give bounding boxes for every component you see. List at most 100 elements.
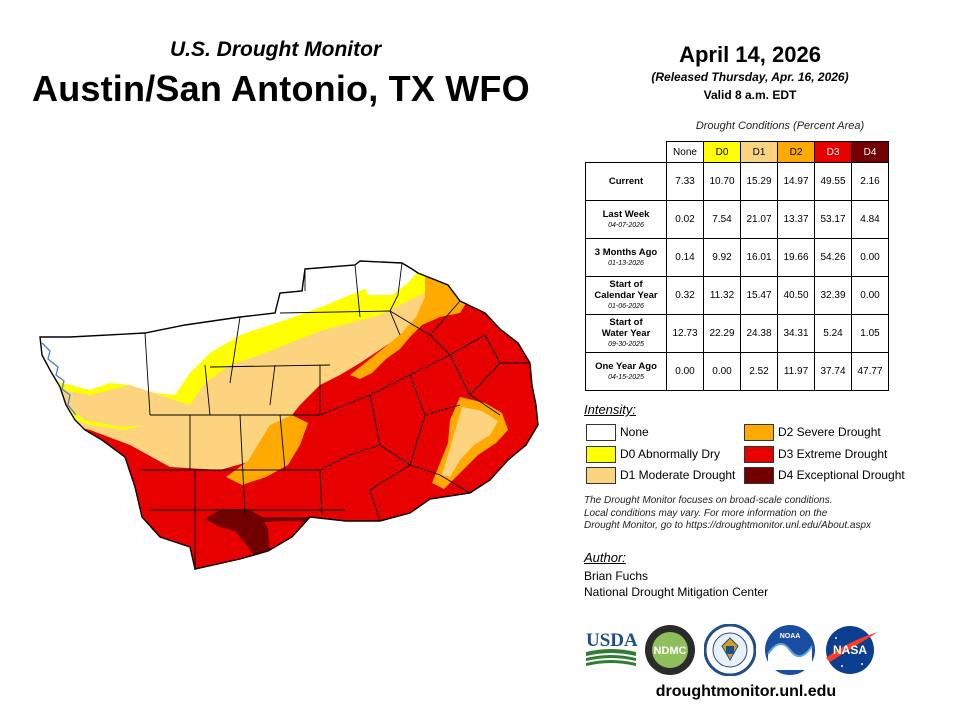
table-cell: 47.77 <box>851 352 889 391</box>
legend-swatch-d2 <box>744 424 774 441</box>
table-cell: 16.01 <box>740 238 778 277</box>
disclaimer-line-3: Drought Monitor, go to https://droughtmo… <box>584 520 872 531</box>
table-cell: 12.73 <box>666 314 704 353</box>
map-d1-patch-east <box>442 407 498 477</box>
table-row: 3 Months Ago 01-13-2026 0.14 9.92 16.01 19.66… <box>585 238 889 277</box>
row-label-text-2: Water Year <box>601 328 651 339</box>
table-cell: 21.07 <box>740 200 778 239</box>
table-cell: 0.14 <box>666 238 704 277</box>
table-cell: 54.26 <box>814 238 852 277</box>
table-cell: 2.16 <box>851 162 889 201</box>
legend-swatch-d3 <box>744 446 774 463</box>
ndmc-logo-text: NDMC <box>654 645 687 657</box>
legend-label-d4: D4 Exceptional Drought <box>778 468 905 482</box>
table-cell: 13.37 <box>777 200 815 239</box>
table-cell: 24.38 <box>740 314 778 353</box>
table-row: Last Week 04-07-2026 0.02 7.54 21.07 13.37 53.… <box>585 200 889 239</box>
col-none: None <box>666 141 704 163</box>
map-d2-band-west <box>226 415 308 485</box>
river-line <box>41 342 77 416</box>
row-label: Start of Calendar Year 01-06-2026 <box>585 276 667 315</box>
table-cell: 49.55 <box>814 162 852 201</box>
ndmc-logo: NDMC <box>645 625 695 675</box>
legend-swatch-d4 <box>744 467 774 484</box>
table-cell: 0.00 <box>703 352 741 391</box>
table-cell: 0.00 <box>666 352 704 391</box>
col-d1: D1 <box>740 141 778 163</box>
release-date: April 14, 2026 <box>679 42 821 67</box>
table-cell: 0.00 <box>851 238 889 277</box>
row-label-text: Start of <box>609 279 643 290</box>
legend-label-d3: D3 Extreme Drought <box>778 447 888 461</box>
county-borders <box>39 260 539 570</box>
table-cell: 32.39 <box>814 276 852 315</box>
disclaimer-line-1: The Drought Monitor focuses on broad-sca… <box>584 495 833 506</box>
table-cell: 5.24 <box>814 314 852 353</box>
row-label-text-2: Calendar Year <box>594 290 658 301</box>
table-cell: 0.32 <box>666 276 704 315</box>
table-cell: 40.50 <box>777 276 815 315</box>
row-date: 04-07-2026 <box>608 221 644 229</box>
legend-label-d0: D0 Abnormally Dry <box>620 447 721 461</box>
table-cell: 15.47 <box>740 276 778 315</box>
row-label-text: Current <box>608 176 644 187</box>
footer-url[interactable]: droughtmonitor.unl.edu <box>655 683 837 700</box>
table-cell: 0.02 <box>666 200 704 239</box>
table-cell: 2.52 <box>740 352 778 391</box>
table-row: Start of Calendar Year 01-06-2026 0.32 11.32… <box>585 276 889 315</box>
table-cell: 15.29 <box>740 162 778 201</box>
row-date: 04-15-2025 <box>608 373 644 381</box>
noaa-logo: NOAA <box>765 625 815 675</box>
row-label: Last Week 04-07-2026 <box>585 200 667 239</box>
release-note: (Released Thursday, Apr. 16, 2026) <box>651 70 849 84</box>
row-label: 3 Months Ago 01-13-2026 <box>585 238 667 277</box>
row-date: 01-13-2026 <box>608 259 644 267</box>
disclaimer: The Drought Monitor focuses on broad-sca… <box>584 495 924 533</box>
legend-title: Intensity: <box>584 402 637 417</box>
usda-logo-text: USDA <box>586 630 638 651</box>
legend-swatch-d0 <box>586 446 616 463</box>
commerce-seal-logo <box>704 624 756 676</box>
table-cell: 10.70 <box>703 162 741 201</box>
nasa-logo: NASA <box>826 626 878 674</box>
table-cell: 11.32 <box>703 276 741 315</box>
table-cell: 53.17 <box>814 200 852 239</box>
col-d0: D0 <box>703 141 741 163</box>
legend-label-none: None <box>620 425 649 439</box>
table-corner <box>586 142 667 163</box>
table-caption: Drought Conditions (Percent Area) <box>695 120 865 132</box>
table-cell: 37.74 <box>814 352 852 391</box>
legend-swatch-none <box>586 424 616 441</box>
disclaimer-line-2: Local conditions may vary. For more info… <box>584 507 828 519</box>
legend-label-d1: D1 Moderate Drought <box>620 468 736 482</box>
table-cell: 22.29 <box>703 314 741 353</box>
table-cell: 0.00 <box>851 276 889 315</box>
legend-swatch-d1 <box>586 467 616 484</box>
row-date: 01-06-2026 <box>608 303 644 310</box>
col-d2: D2 <box>777 141 815 163</box>
row-label-text: Last Week <box>602 208 650 220</box>
table-cell: 19.66 <box>777 238 815 277</box>
table-cell: 34.31 <box>777 314 815 353</box>
usda-logo: USDA <box>586 630 638 666</box>
valid-time: Valid 8 a.m. EDT <box>703 88 797 102</box>
author-org: National Drought Mitigation Center <box>584 585 769 599</box>
noaa-logo-text: NOAA <box>780 633 801 640</box>
drought-map <box>39 260 539 570</box>
col-d3: D3 <box>814 141 852 163</box>
table-cell: 14.97 <box>777 162 815 201</box>
table-row: Start of Water Year 09-30-2025 12.73 22.29 24… <box>585 314 889 353</box>
table-cell: 11.97 <box>777 352 815 391</box>
table-row: Current 7.33 10.70 15.29 14.97 49.55 2.16 <box>585 162 889 201</box>
row-label: Current <box>585 162 667 201</box>
row-label: One Year Ago 04-15-2025 <box>585 352 667 391</box>
map-d2-band-north <box>350 273 470 379</box>
table-cell: 7.54 <box>703 200 741 239</box>
row-label: Start of Water Year 09-30-2025 <box>585 314 667 353</box>
legend-label-d2: D2 Severe Drought <box>778 425 881 439</box>
row-label-text: 3 Months Ago <box>594 246 658 258</box>
table-cell: 1.05 <box>851 314 889 353</box>
col-d4: D4 <box>851 141 889 163</box>
author-title: Author: <box>584 550 626 565</box>
table-cell: 7.33 <box>666 162 704 201</box>
